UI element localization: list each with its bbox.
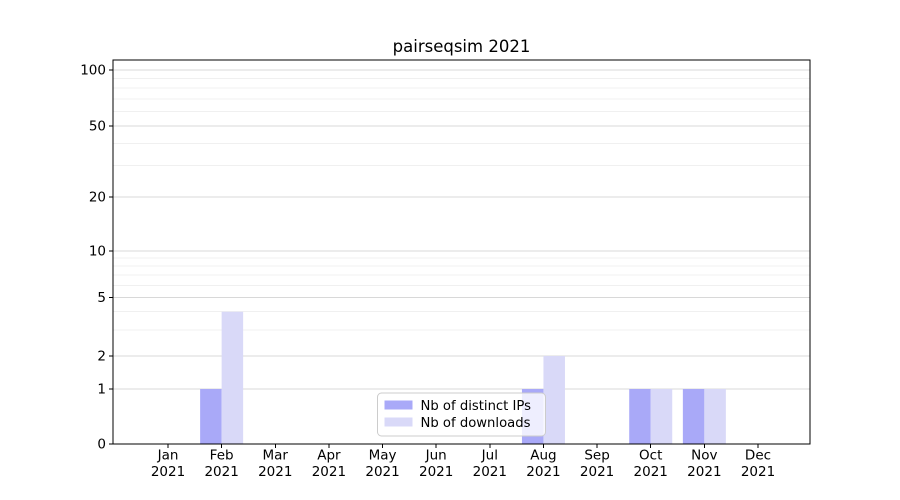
bar-downloads-nov bbox=[704, 389, 726, 444]
month-label: Nov bbox=[691, 448, 717, 464]
bar-distinct-ips-nov bbox=[682, 389, 705, 444]
month-label: Sep bbox=[584, 448, 609, 464]
legend-swatch-distinct-ips bbox=[384, 400, 413, 410]
year-label: 2021 bbox=[312, 464, 346, 480]
x-axis-tick-label: Aug 2021 bbox=[526, 448, 560, 481]
x-axis-tick-label: Dec 2021 bbox=[741, 448, 775, 481]
x-axis-tick-label: Apr 2021 bbox=[312, 448, 346, 481]
y-axis-tick-label: 10 bbox=[89, 244, 106, 260]
legend-label-downloads: Nb of downloads bbox=[421, 416, 531, 431]
bar-downloads-oct bbox=[650, 389, 673, 444]
month-label: Jul bbox=[481, 448, 498, 464]
x-axis-tick-label: Feb 2021 bbox=[204, 448, 238, 481]
plot-area-border bbox=[112, 59, 811, 445]
month-label: Apr bbox=[317, 448, 341, 464]
x-axis-tick-label: Oct 2021 bbox=[634, 448, 668, 481]
month-label: Jun bbox=[425, 448, 447, 464]
year-label: 2021 bbox=[580, 464, 614, 480]
year-label: 2021 bbox=[258, 464, 292, 480]
year-label: 2021 bbox=[365, 464, 399, 480]
x-axis-tick-label: Jun 2021 bbox=[419, 448, 453, 481]
month-label: Oct bbox=[639, 448, 662, 464]
year-label: 2021 bbox=[741, 464, 775, 480]
month-label: Jan bbox=[157, 448, 179, 464]
x-axis-tick-label: Sep 2021 bbox=[580, 448, 614, 481]
bar-downloads-feb bbox=[221, 311, 244, 444]
y-axis-tick-label: 20 bbox=[89, 190, 106, 206]
month-label: Dec bbox=[745, 448, 771, 464]
month-label: Feb bbox=[210, 448, 234, 464]
y-axis-tick-label: 1 bbox=[97, 382, 106, 398]
year-label: 2021 bbox=[634, 464, 668, 480]
x-axis-tick-label: May 2021 bbox=[365, 448, 399, 481]
x-axis-tick-label: Nov 2021 bbox=[687, 448, 721, 481]
legend-label-distinct-ips: Nb of distinct IPs bbox=[421, 399, 532, 414]
x-axis-tick-label: Jan 2021 bbox=[151, 448, 185, 481]
x-axis-tick-label: Jul 2021 bbox=[473, 448, 507, 481]
legend-swatch-downloads bbox=[384, 417, 413, 427]
x-axis-tick-label: Mar 2021 bbox=[258, 448, 292, 481]
y-axis-tick-label: 5 bbox=[97, 290, 106, 306]
month-label: Aug bbox=[530, 448, 556, 464]
bar-downloads-aug bbox=[543, 356, 565, 444]
y-axis-tick-label: 50 bbox=[89, 119, 106, 135]
legend-box bbox=[377, 392, 546, 437]
year-label: 2021 bbox=[473, 464, 507, 480]
month-label: May bbox=[369, 448, 397, 464]
bar-distinct-ips-oct bbox=[629, 389, 651, 444]
chart-title: pairseqsim 2021 bbox=[393, 37, 531, 56]
y-axis-tick-label: 0 bbox=[97, 437, 106, 453]
y-axis-tick-label: 2 bbox=[97, 349, 106, 365]
year-label: 2021 bbox=[526, 464, 560, 480]
year-label: 2021 bbox=[151, 464, 185, 480]
year-label: 2021 bbox=[419, 464, 453, 480]
year-label: 2021 bbox=[687, 464, 721, 480]
year-label: 2021 bbox=[204, 464, 238, 480]
bar-distinct-ips-feb bbox=[200, 389, 222, 444]
month-label: Mar bbox=[263, 448, 289, 464]
y-axis-tick-label: 100 bbox=[80, 63, 106, 79]
